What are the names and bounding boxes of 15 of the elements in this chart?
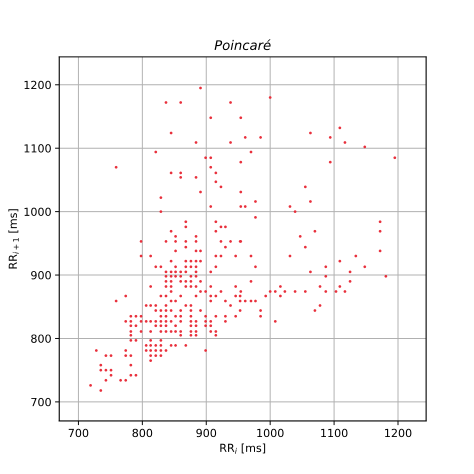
y-tick-label: 700 (31, 398, 51, 406)
y-axis-title: RR$_{i+1}$ [ms] (8, 209, 19, 268)
x-tick-label: 1100 (321, 428, 348, 438)
x-tick-label: 1000 (257, 428, 284, 438)
y-tick-label: 1000 (24, 208, 51, 216)
y-tick-label: 1100 (24, 144, 51, 153)
y-tick-label: 900 (31, 271, 51, 280)
x-tick-label: 900 (196, 428, 216, 438)
chart-title: Poincaré (214, 39, 271, 50)
x-axis-title: RR$_{i}$ [ms] (220, 443, 266, 454)
y-tick-label: 1200 (24, 80, 51, 90)
x-tick-label: 1200 (385, 428, 412, 438)
x-tick-label: 700 (68, 428, 88, 438)
y-tick-label: 800 (31, 334, 51, 343)
x-tick-label: 800 (132, 428, 152, 438)
